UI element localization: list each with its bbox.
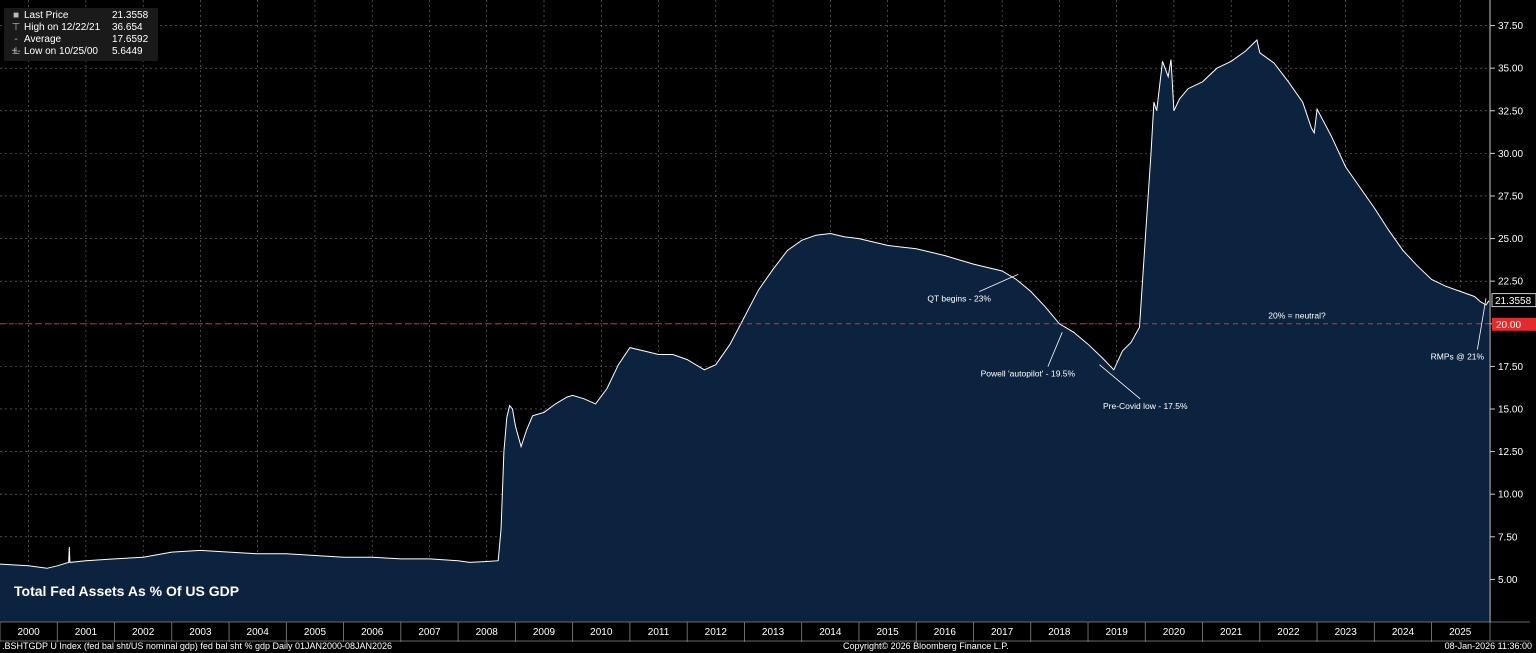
series-area-fill [0, 40, 1489, 622]
x-tick-label: 2020 [1163, 627, 1186, 638]
x-tick-label: 2022 [1277, 627, 1300, 638]
reference-value-label: 20.00 [1496, 320, 1521, 331]
y-tick-label: 35.00 [1498, 64, 1523, 75]
annotation-arrow [1476, 298, 1487, 350]
x-tick-label: 2001 [75, 627, 98, 638]
last-value-badge [1491, 293, 1536, 308]
reference-value-badge [1492, 317, 1536, 331]
last-value-label: 21.3558 [1495, 296, 1532, 307]
y-tick-label: 7.50 [1498, 532, 1518, 543]
annotation-arrow [979, 273, 1019, 292]
footer-timestamp: 08-Jan-2026 11:36:00 [1444, 641, 1532, 651]
footer-index-description: .BSHTGDP U Index (fed bal sht/US nominal… [2, 641, 393, 651]
annotation-label: RMPs @ 21% [1431, 352, 1485, 362]
footer-copyright: Copyright© 2026 Bloomberg Finance L.P. [843, 641, 1009, 651]
y-tick-label: 27.50 [1498, 191, 1523, 202]
x-tick-label: 2019 [1106, 627, 1129, 638]
y-tick-label: 32.50 [1498, 106, 1523, 117]
x-tick-label: 2010 [590, 627, 613, 638]
annotation-label: Powell 'autopilot' - 19.5% [981, 369, 1076, 379]
x-tick-label: 2005 [304, 627, 327, 638]
y-tick-label: 15.00 [1498, 404, 1523, 415]
y-tick-label: 5.00 [1498, 575, 1518, 586]
annotation-label: 20% = neutral? [1268, 311, 1326, 321]
x-tick-label: 2024 [1392, 627, 1415, 638]
x-tick-label: 2023 [1335, 627, 1358, 638]
legend-low: ⊥ Low on 10/25/00 5.6449 [11, 46, 143, 57]
x-tick-label: 2015 [876, 627, 899, 638]
annotations: QT begins - 23% Powell 'autopilot' - 19.5… [927, 273, 1487, 411]
x-tick-label: 2006 [361, 627, 384, 638]
x-tick-label: 2021 [1220, 627, 1243, 638]
annotation-label: Pre-Covid low - 17.5% [1103, 401, 1188, 411]
x-tick-label: 2002 [132, 627, 155, 638]
low-marker-icon: ⊥ [11, 46, 21, 57]
x-tick-label: 2014 [819, 627, 842, 638]
x-tick-label: 2004 [247, 627, 270, 638]
chart-title: Total Fed Assets As % Of US GDP [14, 583, 240, 599]
x-tick-label: 2018 [1048, 627, 1071, 638]
x-tick-label: 2017 [991, 627, 1014, 638]
y-tick-label: 12.50 [1498, 447, 1523, 458]
x-tick-label: 2000 [18, 627, 41, 638]
series-line [0, 39, 1490, 569]
average-marker-icon: -+- [11, 34, 21, 57]
x-tick-label: 2003 [189, 627, 212, 638]
annotation-arrow [1047, 332, 1063, 367]
x-tick-label: 2012 [705, 627, 728, 638]
y-tick-label: 37.50 [1498, 21, 1523, 32]
x-tick-label: 2013 [762, 627, 785, 638]
x-tick-label: 2007 [418, 627, 441, 638]
y-tick-label: 25.00 [1498, 234, 1523, 245]
annotation-label: QT begins - 23% [927, 294, 991, 304]
legend-average: -+- Average 17.6592 [11, 34, 149, 57]
legend: ■ Last Price 21.3558 ⊤ High on 12/22/21 36… [4, 8, 158, 61]
x-tick-label: 2011 [648, 627, 670, 638]
y-tick-label: 10.00 [1498, 490, 1523, 501]
x-tick-label: 2009 [533, 627, 556, 638]
legend-high: ⊤ High on 12/22/21 36.654 [11, 22, 143, 33]
y-tick-label: 30.00 [1498, 149, 1523, 160]
x-tick-label: 2008 [476, 627, 499, 638]
square-icon: ■ [12, 10, 20, 21]
legend-last-price: ■ Last Price 21.3558 [8, 10, 152, 22]
y-tick-label: 22.50 [1498, 277, 1523, 288]
annotation-arrow [1099, 364, 1141, 400]
high-marker-icon: ⊤ [11, 22, 21, 33]
y-tick-label: 17.50 [1498, 362, 1523, 373]
x-tick-label: 2025 [1449, 627, 1472, 638]
x-tick-label: 2016 [934, 627, 957, 638]
